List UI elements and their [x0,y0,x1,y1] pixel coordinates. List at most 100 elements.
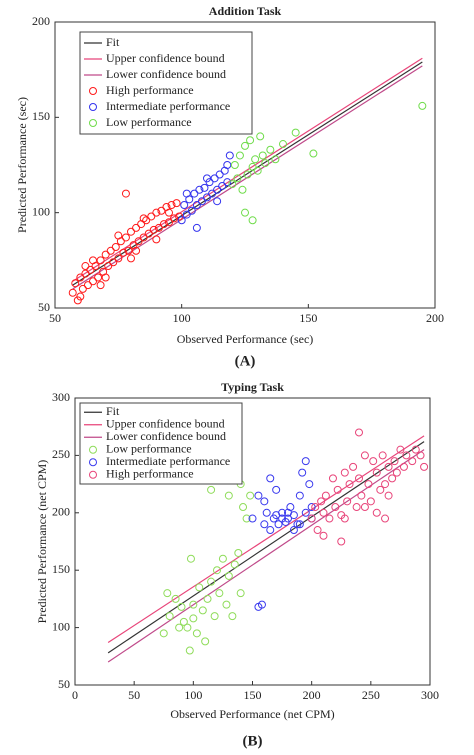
scatter-point [171,594,180,603]
scatter-point [132,246,141,255]
scatter-point [381,514,390,523]
scatter-point [225,151,234,160]
scatter-point [94,273,103,282]
scatter-point [222,600,231,609]
scatter-point [251,155,260,164]
scatter-point [343,497,352,506]
scatter-point [127,254,135,263]
scatter-point [266,526,275,535]
scatter-point [68,288,77,297]
y-axis-label: Predicted Performance (sec) [15,97,29,233]
x-tick-label: 200 [303,688,321,702]
scatter-point [81,262,90,271]
scatter-point [223,161,232,169]
scatter-point [390,457,399,466]
y-tick-label: 100 [52,619,70,633]
scatter-point [337,537,346,546]
scatter-point [279,140,287,149]
scatter-point [364,480,373,489]
scatter-point [352,503,361,512]
scatter-point [384,462,393,471]
scatter-point [96,281,105,290]
scatter-point [187,206,196,215]
legend-label: Low performance [106,442,192,456]
scatter-point [378,451,387,460]
legend-label: Low performance [106,115,192,129]
scatter-point [213,185,222,194]
scatter-point [159,220,168,229]
scatter-point [218,554,227,563]
legend-swatch [89,103,97,111]
x-tick-label: 100 [184,688,202,702]
scatter-point [246,136,255,145]
legend-swatch [89,87,97,95]
scatter-point [215,589,224,598]
scatter-point [243,170,252,179]
scatter-point [177,216,186,225]
legend-swatch [89,470,97,479]
scatter-point [228,180,237,189]
scatter-point [236,589,245,598]
scatter-point [179,617,188,626]
fit-line [72,65,423,290]
y-tick-label: 150 [52,562,70,576]
scatter-point [180,201,189,210]
scatter-point [139,214,148,223]
scatter-point [325,514,334,523]
scatter-point [210,174,219,183]
scatter-point [78,284,87,293]
scatter-point [241,141,249,150]
x-tick-label: 200 [426,311,444,325]
scatter-point [203,594,212,603]
scatter-point [167,201,176,210]
scatter-point [197,197,206,206]
scatter-point [293,520,302,529]
scatter-point [192,629,201,638]
scatter-point [372,508,381,517]
scatter-point [239,503,248,512]
legend-box [79,402,243,485]
x-tick-label: 50 [128,688,140,702]
scatter-point [111,242,120,251]
x-tick-label: 250 [362,688,380,702]
scatter-point [311,503,320,512]
scatter-point [248,514,257,523]
scatter-point [271,155,280,164]
scatter-point [198,606,207,615]
scatter-point [313,526,322,535]
x-tick-label: 300 [421,688,439,702]
legend-label: Intermediate performance [106,454,230,468]
legend-label: Upper confidence bound [106,417,225,431]
scatter-point [157,206,166,215]
x-tick-label: 100 [173,311,191,325]
scatter-point [83,281,92,290]
legend-swatch [89,445,97,454]
scatter-point [295,491,304,500]
scatter-point [301,457,310,466]
y-tick-label: 250 [52,447,70,461]
scatter-point [134,237,143,246]
scatter-point [396,445,405,454]
y-tick-label: 300 [52,390,70,404]
scatter-point [215,170,224,179]
scatter-point [185,646,194,655]
legend-box [79,31,253,135]
scatter-point [152,208,161,217]
scatter-point [109,258,118,267]
scatter-point [319,531,328,540]
scatter-point [144,229,153,238]
scatter-point [298,468,307,477]
scatter-point [376,485,385,494]
scatter-point [224,491,233,500]
scatter-point [175,623,184,632]
scatter-point [411,445,420,454]
scatter-point [186,554,195,563]
scatter-point [284,508,292,517]
scatter-point [230,560,239,569]
scatter-point [278,514,287,523]
scatter-point [195,583,204,592]
scatter-point [207,485,216,494]
scatter-point [139,233,148,242]
scatter-point [235,151,244,160]
